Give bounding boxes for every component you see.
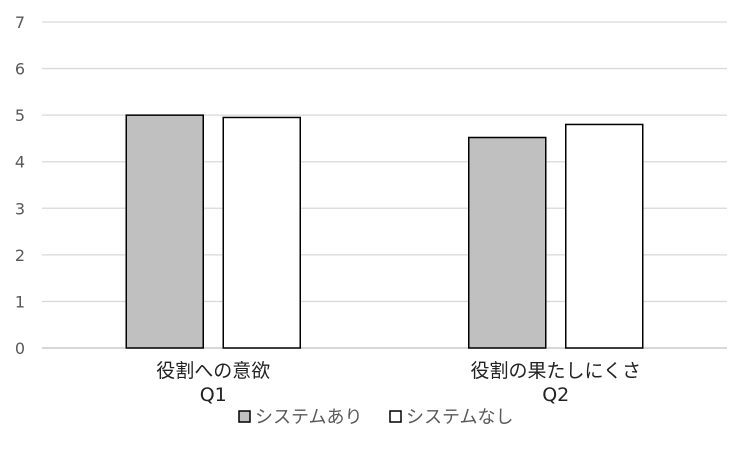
bars — [125, 114, 644, 349]
bar — [565, 123, 644, 349]
y-tick-label: 1 — [15, 292, 25, 311]
legend-label: システムなし — [406, 407, 513, 428]
bar — [222, 116, 301, 349]
y-tick-label: 5 — [15, 106, 25, 125]
y-tick-label: 3 — [15, 199, 25, 218]
y-tick-label: 0 — [15, 339, 25, 358]
y-tick-label: 7 — [15, 13, 25, 32]
y-axis-ticks: 0 1 2 3 4 5 6 7 — [15, 13, 25, 358]
y-tick-label: 4 — [15, 153, 25, 172]
y-tick-label: 2 — [15, 246, 25, 265]
x-category-sublabel: Q2 — [542, 384, 569, 406]
x-category-label: 役割への意欲 — [156, 360, 270, 382]
legend-label: システムあり — [255, 407, 362, 428]
x-category-label: 役割の果たしにくさ — [470, 360, 641, 382]
bar — [125, 114, 204, 349]
legend: システムあり システムなし — [238, 407, 513, 428]
y-tick-label: 6 — [15, 60, 25, 79]
legend-swatch — [238, 410, 251, 423]
bar — [468, 136, 547, 349]
legend-swatch — [389, 410, 402, 423]
x-category-sublabel: Q1 — [200, 384, 227, 406]
